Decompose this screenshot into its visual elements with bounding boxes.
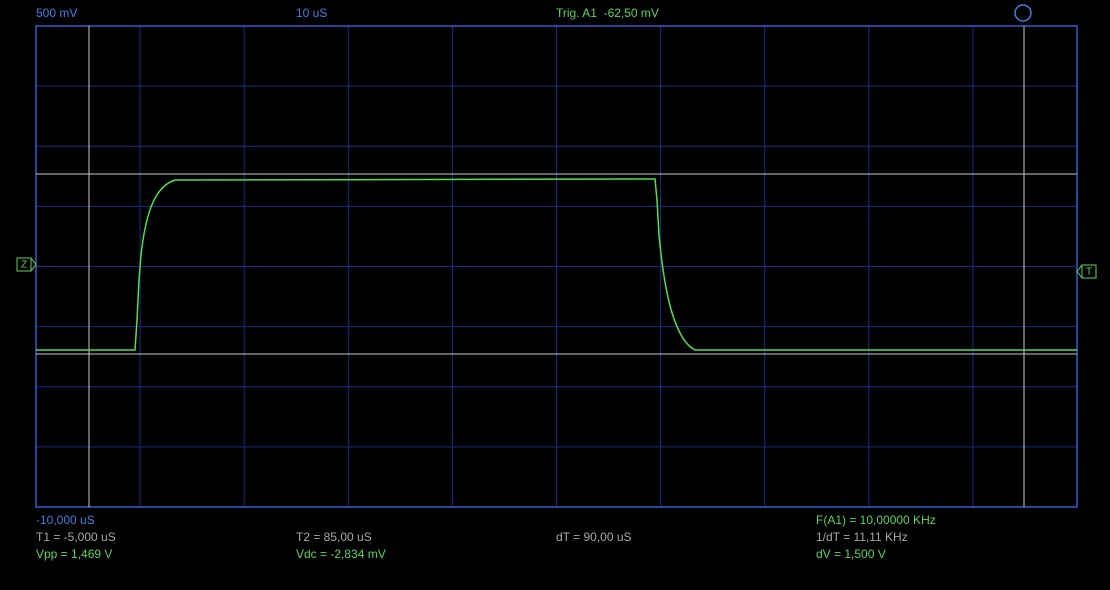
trigger-info: Trig. A1 -62,50 mV bbox=[556, 6, 659, 20]
inv-dt: 1/dT = 11,11 KHz bbox=[816, 530, 908, 544]
volts-per-div: 500 mV bbox=[36, 6, 77, 20]
plot-frame bbox=[35, 25, 1078, 508]
dv: dV = 1,500 V bbox=[816, 547, 886, 561]
zero-marker-box bbox=[16, 257, 32, 272]
trigger-marker-arrow bbox=[1076, 264, 1083, 279]
status-indicator[interactable] bbox=[1014, 4, 1032, 22]
vpp: Vpp = 1,469 V bbox=[36, 547, 112, 561]
t1: T1 = -5,000 uS bbox=[36, 530, 116, 544]
waveform-trace bbox=[36, 178, 1077, 351]
dt: dT = 90,00 uS bbox=[556, 530, 632, 544]
zero-marker-arrow bbox=[30, 257, 37, 272]
t2: T2 = 85,00 uS bbox=[296, 530, 372, 544]
vdc: Vdc = -2,834 mV bbox=[296, 547, 386, 561]
zero-marker: Z bbox=[21, 260, 27, 271]
grid bbox=[36, 26, 1077, 507]
time-offset: -10,000 uS bbox=[36, 513, 95, 527]
frequency: F(A1) = 10,00000 KHz bbox=[816, 513, 936, 527]
trigger-marker-box bbox=[1081, 264, 1097, 279]
trigger-marker: T bbox=[1086, 267, 1092, 278]
time-per-div: 10 uS bbox=[296, 6, 327, 20]
